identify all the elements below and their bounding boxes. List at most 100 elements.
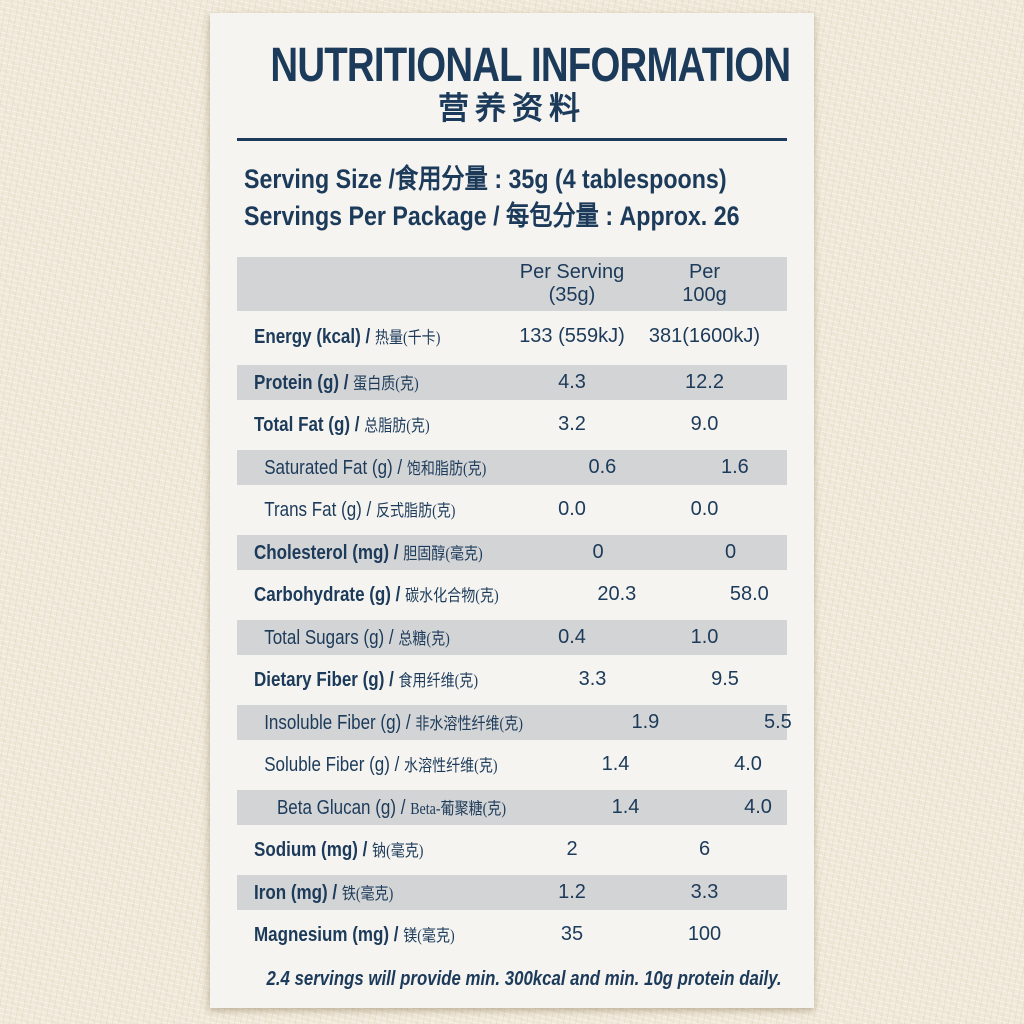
per-100g-value: 3.3	[690, 880, 719, 903]
nutrient-name-en: Soluble Fiber (g)	[264, 754, 390, 777]
per-serving-value: 0.4	[558, 625, 586, 648]
table-body: Energy (kcal) / 热量(千卡) 133 (559kJ) 381(1…	[237, 311, 792, 957]
table-row: Cholesterol (mg) / 胆固醇(毫克) 0 0	[237, 531, 787, 574]
page-title: NUTRITIONAL INFORMATION	[270, 39, 791, 92]
nutrient-name-zh: 蛋白质(克)	[353, 373, 419, 393]
page-title-chinese: 营养资料	[438, 91, 586, 126]
label-separator: /	[339, 371, 354, 394]
table-row: Magnesium (mg) / 镁(毫克) 35 100	[237, 914, 787, 957]
nutrient-name-en: Beta Glucan (g)	[276, 796, 397, 819]
per-100g-label: Per	[688, 261, 721, 283]
per-serving-value: 0.0	[558, 498, 586, 521]
nutrient-label: Energy (kcal) / 热量(千卡)	[254, 324, 461, 349]
table-row: Protein (g) / 蛋白质(克) 4.3 12.2	[237, 361, 787, 404]
nutrient-name-en: Cholesterol (mg)	[254, 541, 390, 564]
serving-info: Serving Size /食用分量 : 35g (4 tablespoons)…	[244, 161, 814, 235]
per-serving-amount: (35g)	[548, 284, 596, 306]
per-serving-value: 133 (559kJ)	[519, 324, 625, 347]
title-divider	[237, 138, 787, 141]
nutrient-name-zh: 热量(千卡)	[374, 327, 441, 347]
nutrient-label: Trans Fat (g) / 反式脂肪(克)	[254, 497, 461, 522]
nutrient-name-en: Trans Fat (g)	[264, 499, 362, 522]
nutrient-name-zh: 总糖(克)	[398, 628, 450, 648]
table-row: Iron (mg) / 铁(毫克) 1.2 3.3	[237, 871, 787, 914]
label-separator: /	[389, 924, 404, 947]
nutrient-label: Soluble Fiber (g) / 水溶性纤维(克)	[254, 752, 498, 777]
per-serving-value: 3.2	[558, 413, 586, 436]
per-100g-value: 1.0	[690, 625, 719, 648]
per-100g-value: 6	[698, 838, 711, 861]
nutrition-label-card: NUTRITIONAL INFORMATION 营养资料 Serving Siz…	[210, 13, 814, 1008]
nutrition-table: Per Serving (35g) Per 100g Energy (kcal)…	[237, 257, 792, 957]
label-separator: /	[401, 711, 416, 734]
nutrient-name-en: Total Sugars (g)	[264, 626, 385, 649]
nutrient-name-zh: 水溶性纤维(克)	[404, 756, 498, 776]
per-100g-value: 1.6	[720, 455, 749, 478]
nutrient-name-zh: 反式脂肪(克)	[375, 501, 456, 521]
nutrient-name-en: Protein (g)	[254, 371, 339, 394]
per-serving-value: 20.3	[597, 583, 637, 606]
per-100g-value: 12.2	[685, 370, 724, 393]
nutrient-name-en: Magnesium (mg)	[254, 924, 390, 947]
label-separator: /	[361, 499, 376, 522]
nutrient-name-zh: 总脂肪(克)	[364, 416, 430, 436]
label-separator: /	[390, 584, 406, 607]
per-100g-value: 9.0	[690, 413, 719, 436]
per-100g-value: 381(1600kJ)	[648, 324, 761, 347]
nutrient-name-en: Iron (mg)	[254, 881, 328, 904]
per-serving-value: 35	[560, 923, 584, 946]
per-serving-value: 4.3	[558, 370, 586, 393]
nutrient-name-en: Energy (kcal)	[254, 325, 361, 348]
nutrient-name-en: Carbohydrate (g)	[254, 584, 391, 607]
column-header-per-serving: Per Serving (35g)	[497, 261, 647, 307]
per-serving-value: 1.4	[611, 795, 640, 818]
per-100g-value: 5.5	[763, 710, 792, 733]
table-row: Beta Glucan (g) / Beta-葡聚糖(克) 1.4 4.0	[237, 786, 787, 829]
nutrient-name-zh: 镁(毫克)	[403, 926, 455, 946]
nutrient-name-zh: Beta-葡聚糖(克)	[410, 798, 507, 818]
per-serving-value: 3.3	[578, 668, 607, 691]
serving-size-line: Serving Size /食用分量 : 35g (4 tablespoons)	[244, 164, 727, 194]
table-header-row: Per Serving (35g) Per 100g	[237, 257, 787, 311]
servings-per-package-line: Servings Per Package / 每包分量 : Approx. 26	[244, 201, 740, 231]
table-row: Total Fat (g) / 总脂肪(克) 3.2 9.0	[237, 404, 787, 447]
per-100g-value: 58.0	[729, 583, 769, 606]
label-separator: /	[360, 325, 375, 348]
label-separator: /	[327, 881, 342, 904]
table-row: Total Sugars (g) / 总糖(克) 0.4 1.0	[237, 616, 787, 659]
per-serving-value: 1.9	[631, 710, 660, 733]
nutrient-name-en: Insoluble Fiber (g)	[264, 711, 402, 734]
table-row: Sodium (mg) / 钠(毫克) 2 6	[237, 829, 787, 872]
nutrient-label: Sodium (mg) / 钠(毫克)	[254, 837, 461, 862]
table-row: Dietary Fiber (g) / 食用纤维(克) 3.3 9.5	[237, 659, 787, 702]
nutrient-name-en: Sodium (mg)	[254, 839, 358, 862]
table-row: Saturated Fat (g) / 饱和脂肪(克) 0.6 1.6	[237, 446, 787, 489]
per-serving-value: 0.6	[588, 455, 617, 478]
per-serving-label: Per Serving	[519, 261, 625, 283]
label-separator: /	[392, 456, 407, 479]
nutrient-name-en: Total Fat (g)	[254, 414, 351, 437]
nutrient-label: Protein (g) / 蛋白质(克)	[254, 370, 461, 395]
per-serving-value: 0	[592, 540, 604, 563]
nutrient-name-zh: 碳水化合物(克)	[405, 586, 499, 606]
nutrient-name-zh: 胆固醇(毫克)	[403, 543, 483, 563]
table-row: Soluble Fiber (g) / 水溶性纤维(克) 1.4 4.0	[237, 744, 787, 787]
label-separator: /	[357, 839, 373, 862]
label-separator: /	[389, 541, 404, 564]
per-100g-value: 9.5	[711, 668, 739, 691]
per-serving-value: 2	[566, 838, 578, 861]
footnote-text: 2.4 servings will provide min. 300kcal a…	[266, 967, 782, 990]
table-row: Carbohydrate (g) / 碳水化合物(克) 20.3 58.0	[237, 574, 787, 617]
label-separator: /	[350, 414, 365, 437]
nutrient-name-zh: 铁(毫克)	[341, 883, 394, 903]
column-header-per-100g: Per 100g	[647, 261, 762, 307]
footnote: 2.4 servings will provide min. 300kcal a…	[210, 967, 814, 991]
nutrient-label: Carbohydrate (g) / 碳水化合物(克)	[254, 582, 499, 607]
nutrient-label: Insoluble Fiber (g) / 非水溶性纤维(克)	[254, 710, 523, 735]
nutrient-label: Cholesterol (mg) / 胆固醇(毫克)	[254, 540, 483, 565]
nutrient-name-zh: 钠(毫克)	[372, 841, 424, 861]
label-separator: /	[389, 754, 405, 777]
per-100g-value: 0.0	[690, 498, 719, 521]
label-separator: /	[384, 669, 399, 692]
